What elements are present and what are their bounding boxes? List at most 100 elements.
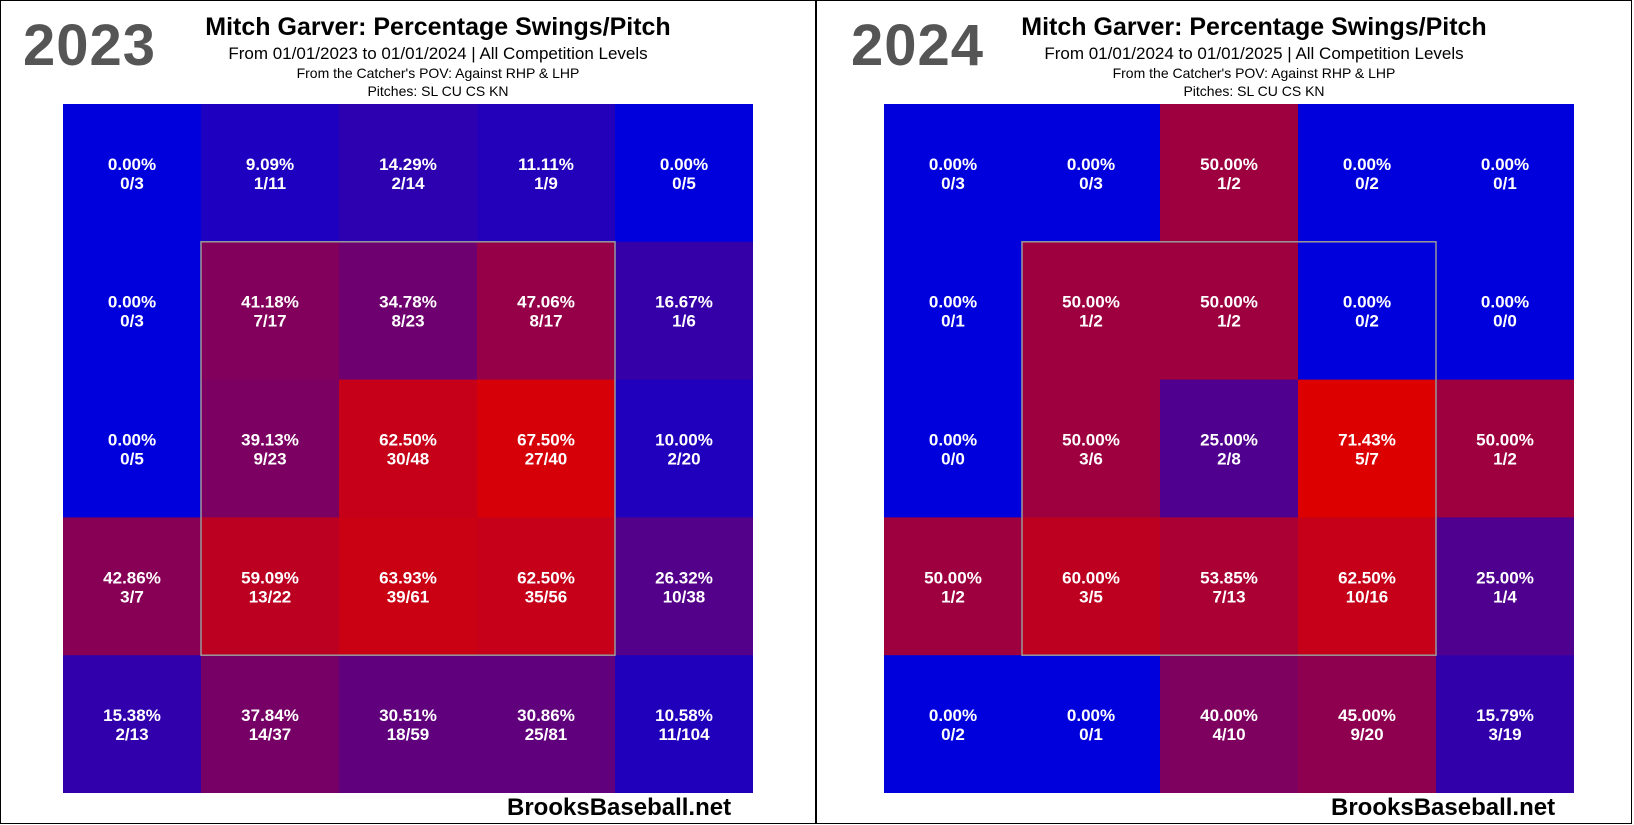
cell-count-label: 1/2 xyxy=(1217,312,1241,331)
heatmap-cell xyxy=(1298,241,1437,381)
heatmap-cell xyxy=(1298,104,1437,243)
strike-zone-outline xyxy=(1021,241,1437,656)
cell-count-label: 0/3 xyxy=(120,312,144,331)
cell-count-label: 0/5 xyxy=(120,450,144,469)
heatmap-cell xyxy=(63,241,202,381)
cell-percent-label: 10.00% xyxy=(655,431,713,450)
cell-percent-label: 60.00% xyxy=(1062,568,1120,587)
cell-count-label: 35/56 xyxy=(525,587,568,606)
heatmap-cell xyxy=(1436,379,1574,518)
cell-percent-label: 40.00% xyxy=(1200,706,1258,725)
heatmap-cell xyxy=(477,379,616,518)
heatmap-cell xyxy=(63,655,202,793)
heatmap-cell xyxy=(1436,104,1574,243)
cell-count-label: 0/3 xyxy=(120,174,144,193)
cell-count-label: 25/81 xyxy=(525,725,568,744)
cell-percent-label: 10.58% xyxy=(655,706,713,725)
heatmap-cell xyxy=(201,379,340,518)
cell-percent-label: 50.00% xyxy=(1200,293,1258,312)
heatmap-cell xyxy=(1160,517,1299,656)
cell-percent-label: 71.43% xyxy=(1338,431,1396,450)
cell-percent-label: 30.51% xyxy=(379,706,437,725)
heatmap-cell xyxy=(477,241,616,381)
source-footer: BrooksBaseball.net xyxy=(507,794,732,821)
cell-count-label: 3/6 xyxy=(1079,450,1103,469)
cell-percent-label: 47.06% xyxy=(517,293,575,312)
heatmap-cell xyxy=(339,104,478,243)
source-footer: BrooksBaseball.net xyxy=(1331,794,1556,821)
cell-percent-label: 67.50% xyxy=(517,431,575,450)
heatmap-cell xyxy=(1160,104,1299,243)
heatmap-cell xyxy=(1022,241,1161,381)
cell-count-label: 0/2 xyxy=(941,725,965,744)
cell-count-label: 1/2 xyxy=(1493,450,1517,469)
cell-percent-label: 45.00% xyxy=(1338,706,1396,725)
cell-count-label: 1/2 xyxy=(1079,312,1103,331)
cell-count-label: 0/3 xyxy=(941,174,965,193)
cell-count-label: 0/2 xyxy=(1355,312,1379,331)
cell-percent-label: 0.00% xyxy=(1067,706,1115,725)
cell-count-label: 11/104 xyxy=(658,725,710,744)
cell-count-label: 1/4 xyxy=(1493,587,1517,606)
cell-percent-label: 0.00% xyxy=(929,293,977,312)
cell-percent-label: 0.00% xyxy=(108,431,156,450)
cell-count-label: 0/1 xyxy=(941,312,965,331)
cell-percent-label: 0.00% xyxy=(929,706,977,725)
cell-percent-label: 41.18% xyxy=(241,293,299,312)
cell-count-label: 1/9 xyxy=(534,174,558,193)
cell-count-label: 0/0 xyxy=(941,450,965,469)
pitches-label: Pitches: SL CU CS KN xyxy=(367,83,509,99)
heatmap-grid: 0.00%0/39.09%1/1114.29%2/1411.11%1/90.00… xyxy=(63,104,753,793)
heatmap-cell xyxy=(1298,517,1437,656)
heatmap-cell xyxy=(1160,655,1299,793)
cell-count-label: 0/5 xyxy=(672,174,696,193)
heatmap-cell xyxy=(1022,104,1161,243)
cell-count-label: 0/2 xyxy=(1355,174,1379,193)
cell-percent-label: 30.86% xyxy=(517,706,575,725)
year-label: 2023 xyxy=(23,13,157,78)
cell-count-label: 5/7 xyxy=(1355,450,1379,469)
cell-count-label: 4/10 xyxy=(1212,725,1245,744)
pov-label: From the Catcher's POV: Against RHP & LH… xyxy=(296,65,580,81)
chart-title: Mitch Garver: Percentage Swings/Pitch xyxy=(205,13,671,41)
cell-percent-label: 50.00% xyxy=(1062,293,1120,312)
cell-count-label: 8/17 xyxy=(529,312,562,331)
cell-percent-label: 0.00% xyxy=(108,155,156,174)
cell-count-label: 10/38 xyxy=(663,587,706,606)
cell-percent-label: 62.50% xyxy=(379,431,437,450)
heatmap-cell xyxy=(201,104,340,243)
cell-count-label: 3/19 xyxy=(1488,725,1521,744)
cell-percent-label: 50.00% xyxy=(924,568,982,587)
heatmap-cell xyxy=(1298,379,1437,518)
cell-percent-label: 62.50% xyxy=(1338,568,1396,587)
heatmap-cell xyxy=(884,104,1023,243)
strike-zone-outline xyxy=(200,241,616,656)
heatmap-cell xyxy=(201,517,340,656)
heatmap-cell xyxy=(1022,379,1161,518)
heatmap-cell xyxy=(1160,379,1299,518)
cell-percent-label: 0.00% xyxy=(108,293,156,312)
cell-percent-label: 0.00% xyxy=(1481,155,1529,174)
heatmap-cell xyxy=(884,517,1023,656)
heatmap-panel-2024: 2024 Mitch Garver: Percentage Swings/Pit… xyxy=(816,0,1632,824)
heatmap-cell xyxy=(884,655,1023,793)
cell-percent-label: 25.00% xyxy=(1200,431,1258,450)
cell-count-label: 18/59 xyxy=(387,725,430,744)
cell-percent-label: 0.00% xyxy=(1343,155,1391,174)
heatmap-cell xyxy=(339,379,478,518)
cell-count-label: 7/13 xyxy=(1212,587,1245,606)
heatmap-cell xyxy=(63,517,202,656)
heatmap-cell xyxy=(1160,241,1299,381)
heatmap-cell xyxy=(339,241,478,381)
cell-percent-label: 63.93% xyxy=(379,568,437,587)
cell-count-label: 30/48 xyxy=(387,450,430,469)
cell-percent-label: 15.79% xyxy=(1476,706,1534,725)
cell-percent-label: 0.00% xyxy=(929,155,977,174)
pitches-label: Pitches: SL CU CS KN xyxy=(1183,83,1325,99)
cell-count-label: 2/13 xyxy=(115,725,148,744)
cell-count-label: 10/16 xyxy=(1346,587,1389,606)
heatmap-cell xyxy=(615,517,753,656)
cell-percent-label: 0.00% xyxy=(1481,293,1529,312)
heatmap-cell xyxy=(339,517,478,656)
heatmap-cell xyxy=(201,655,340,793)
